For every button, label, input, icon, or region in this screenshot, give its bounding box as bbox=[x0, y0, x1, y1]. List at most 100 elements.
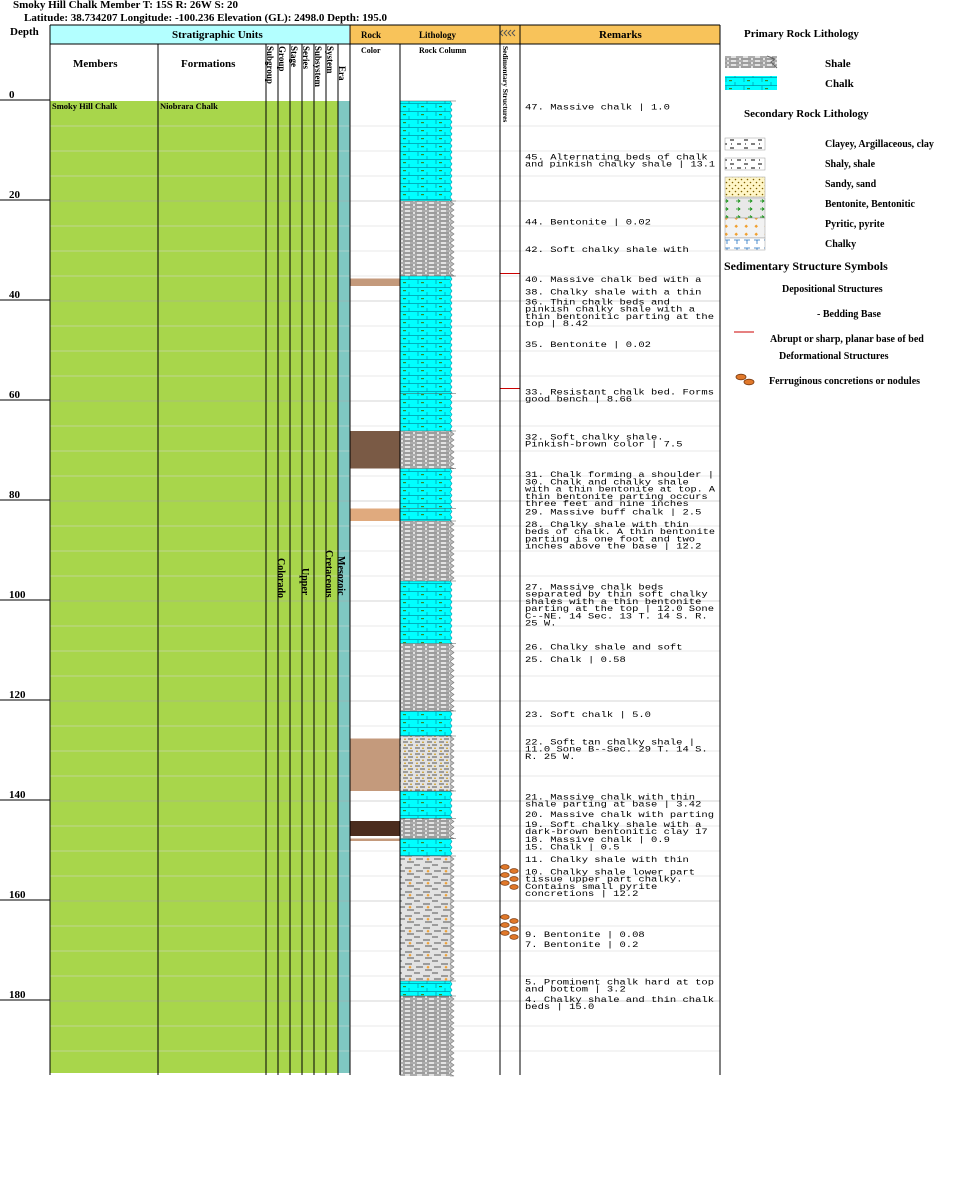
remark-line: shale parting at base | 3.42 bbox=[525, 800, 701, 810]
remark-line: three feet and nine inches bbox=[525, 499, 689, 509]
remark-line: 11. Chalky shale with thin bbox=[525, 855, 689, 865]
legend-pyritic-swatch bbox=[724, 217, 766, 239]
lithology-edge bbox=[449, 838, 453, 857]
series-header: Series bbox=[301, 46, 311, 69]
lithology-edge bbox=[449, 275, 453, 394]
remark-line: beds | 15.0 bbox=[525, 1002, 594, 1012]
remark-item: 42. Soft chalky shale with bbox=[525, 245, 689, 255]
formations-header: Formations bbox=[181, 58, 236, 70]
lithology-edge bbox=[449, 855, 455, 982]
remark-line: 28. Chalky shale with thin bbox=[525, 520, 689, 530]
remark-line: 22. Soft tan chalky shale | bbox=[525, 738, 695, 748]
legend-primary-title: Primary Rock Lithology bbox=[744, 28, 859, 40]
remark-line: 19. Soft chalky shale with a bbox=[525, 820, 701, 830]
remark-line: parting at the top | 12.0 Sone bbox=[525, 604, 714, 614]
legend: Primary Rock Lithology Shale Chalk Secon… bbox=[722, 22, 974, 402]
remark-line: good bench | 8.66 bbox=[525, 395, 632, 405]
depth-label: 140 bbox=[9, 789, 26, 801]
lithology-edge bbox=[449, 393, 453, 432]
lithology-layer bbox=[400, 711, 450, 736]
remark-line: shales with a thin bentonite bbox=[525, 597, 701, 607]
nodules-mark bbox=[500, 914, 519, 940]
rock-color-band bbox=[350, 838, 400, 841]
legend-sandy-swatch bbox=[724, 176, 766, 198]
legend-shaly-swatch bbox=[724, 157, 766, 171]
lithology-edge bbox=[449, 508, 453, 522]
remark-line: beds of chalk. A thin bentonite bbox=[525, 527, 715, 537]
lithology-layer bbox=[400, 431, 450, 469]
rock-color-header-1: Rock bbox=[361, 30, 381, 40]
remark-line: inches above the base | 12.2 bbox=[525, 542, 701, 552]
remark-line: pinkish chalky shale with a bbox=[525, 305, 695, 315]
remark-line: 18. Massive chalk | 0.9 bbox=[525, 835, 670, 845]
strat-units-header: Stratigraphic Units bbox=[172, 29, 263, 41]
subgroup-header: Subgroup bbox=[265, 46, 275, 84]
remark-line: 15. Chalk | 0.5 bbox=[525, 843, 620, 853]
legend-chalky-label: Chalky bbox=[825, 239, 856, 250]
remark-line: 25 W. bbox=[525, 619, 557, 629]
remark-item: 44. Bentonite | 0.02 bbox=[525, 218, 651, 228]
legend-shale-edge-icon bbox=[766, 55, 778, 69]
remark-line: parting is one foot and two bbox=[525, 534, 695, 544]
legend-abrupt-base: Abrupt or sharp, planar base of bed bbox=[770, 334, 924, 345]
lithology-edge bbox=[449, 430, 455, 469]
depth-label: 100 bbox=[9, 589, 26, 601]
remark-line: 36. Thin chalk beds and bbox=[525, 298, 670, 308]
legend-pyritic-label: Pyritic, pyrite bbox=[825, 219, 885, 230]
remark-item: 40. Massive chalk bed with a bbox=[525, 275, 701, 285]
depth-label: 180 bbox=[9, 989, 26, 1001]
legend-shale-swatch bbox=[725, 56, 777, 68]
header-title: Smoky Hill Chalk Member T: 15S R: 26W S:… bbox=[13, 0, 239, 11]
lithology-edge bbox=[449, 580, 453, 644]
remark-line: 30. Chalk and chalky shale bbox=[525, 478, 689, 488]
lithology-layer bbox=[400, 736, 450, 791]
rock-color-band bbox=[350, 508, 400, 521]
lithology-edge bbox=[449, 980, 453, 997]
remark-line: and bottom | 3.2 bbox=[525, 985, 626, 995]
remark-item: 38. Chalky shale with a thin bbox=[525, 288, 701, 298]
remark-line: 23. Soft chalk | 5.0 bbox=[525, 710, 651, 720]
nodules-icon bbox=[735, 373, 755, 386]
depth-gridlines bbox=[50, 125, 720, 1052]
nodules-mark bbox=[500, 864, 519, 890]
depth-label: 40 bbox=[9, 289, 21, 301]
remark-line: 11.0 Sone B--Sec. 29 T. 14 S. bbox=[525, 745, 708, 755]
remark-line: Pinkish-brown color | 7.5 bbox=[525, 440, 683, 450]
remark-line: 9. Bentonite | 0.08 bbox=[525, 930, 645, 940]
lithology-edge bbox=[449, 520, 455, 582]
strat-header-bg bbox=[50, 25, 349, 44]
lithology-edge bbox=[449, 995, 455, 1077]
remark-line: top | 8.42 bbox=[525, 319, 588, 329]
member-name: Smoky Hill Chalk bbox=[52, 101, 117, 111]
legend-clayey-swatch bbox=[724, 137, 766, 151]
lithology-layer bbox=[400, 791, 450, 819]
remark-line: 26. Chalky shale and soft bbox=[525, 643, 683, 653]
lithology-layer bbox=[400, 393, 450, 431]
depth-header: Depth bbox=[10, 26, 39, 38]
remark-line: concretions | 12.2 bbox=[525, 889, 638, 899]
remark-line: thin bentonitic parting at the bbox=[525, 312, 714, 322]
subsystem-header: Subsystem bbox=[313, 46, 323, 88]
depth-ticks: 0 20 40 60 80 100 120 140 160 180 bbox=[0, 89, 50, 1001]
series-name: Upper bbox=[299, 568, 310, 596]
lithology-edge bbox=[449, 710, 453, 737]
legend-bentonite-swatch bbox=[724, 197, 766, 219]
lithology-layer bbox=[400, 276, 450, 394]
remark-line: with a thin bentonite at top. A bbox=[525, 485, 716, 495]
lithology-edge bbox=[449, 818, 455, 839]
era-fill bbox=[338, 101, 350, 1073]
legend-shaly-label: Shaly, shale bbox=[825, 159, 876, 170]
remark-line: 21. Massive chalk with thin bbox=[525, 793, 695, 803]
remark-line: 42. Soft chalky shale with bbox=[525, 245, 689, 255]
remark-line: 20. Massive chalk with parting bbox=[525, 810, 714, 820]
